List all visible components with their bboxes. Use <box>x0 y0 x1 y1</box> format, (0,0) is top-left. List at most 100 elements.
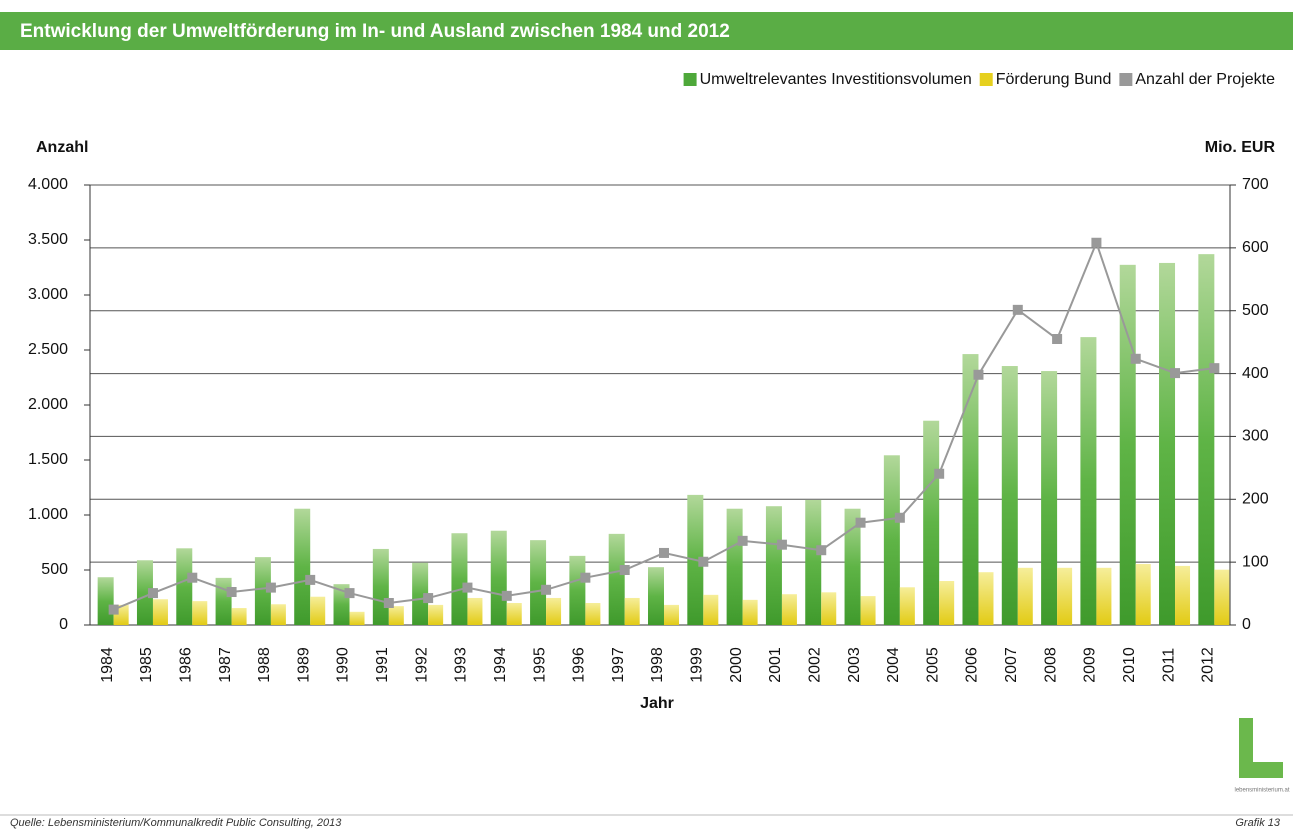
x-tick-label: 2009 <box>1082 647 1099 683</box>
x-tick-label: 2000 <box>728 647 745 683</box>
bar <box>254 557 271 625</box>
bar <box>412 562 429 625</box>
bar <box>349 611 365 625</box>
bar <box>1198 254 1215 625</box>
x-tick-label: 2005 <box>924 647 941 683</box>
line-marker <box>108 604 119 615</box>
x-tick-label: 2003 <box>846 647 863 683</box>
bar <box>608 533 625 625</box>
y2-tick-label: 700 <box>1242 176 1269 193</box>
x-tick-label: 1984 <box>99 647 116 683</box>
bar <box>569 555 586 625</box>
y2-tick-label: 0 <box>1242 616 1251 633</box>
logo: lebensministerium.at <box>1234 718 1290 794</box>
line-marker <box>226 587 237 597</box>
x-tick-label: 2012 <box>1200 647 1217 683</box>
bar <box>310 596 326 625</box>
legend-label: Umweltrelevantes Investitionsvolumen <box>700 71 972 88</box>
y2-tick-label: 500 <box>1242 302 1269 319</box>
x-tick-label: 2006 <box>964 647 981 683</box>
bar <box>781 594 797 625</box>
bar <box>1159 262 1176 625</box>
bar <box>152 599 168 625</box>
line-marker <box>1091 237 1102 248</box>
line-marker <box>265 582 276 593</box>
x-tick-label: 1992 <box>413 647 430 683</box>
x-tick-label: 1994 <box>492 647 509 683</box>
x-tick-label: 1987 <box>217 647 234 683</box>
line-marker <box>1209 363 1220 374</box>
y-tick-label: 500 <box>41 561 68 578</box>
bar <box>176 548 193 625</box>
bar <box>664 604 679 625</box>
bar <box>294 508 311 625</box>
bar <box>860 596 876 625</box>
legend-swatch <box>979 73 993 86</box>
x-tick-label: 1998 <box>649 647 666 683</box>
bar <box>805 499 822 625</box>
bar <box>1135 564 1151 625</box>
bar <box>585 603 601 625</box>
x-axis-label: Jahr <box>640 695 674 712</box>
line-marker <box>462 582 473 593</box>
bar <box>883 455 900 625</box>
bar <box>1080 337 1097 625</box>
x-tick-label: 1997 <box>610 647 627 683</box>
line-marker <box>1130 353 1141 364</box>
bar <box>546 597 562 625</box>
y2-tick-label: 100 <box>1242 553 1269 570</box>
bar <box>821 592 837 625</box>
bar <box>1096 567 1112 625</box>
line-marker <box>423 593 434 604</box>
bar <box>1175 565 1191 625</box>
line-marker <box>344 588 355 599</box>
bar <box>624 597 640 625</box>
figure-label: Grafik 13 <box>1235 817 1281 829</box>
legend-label: Förderung Bund <box>996 71 1112 88</box>
y-axis-label: Anzahl <box>36 139 88 156</box>
line-marker <box>816 545 827 556</box>
line-marker <box>737 535 748 546</box>
bar <box>231 608 247 625</box>
line-marker <box>305 574 316 585</box>
y-tick-label: 4.000 <box>28 176 68 193</box>
line-marker <box>659 547 669 558</box>
y2-tick-label: 600 <box>1242 239 1269 256</box>
bar <box>765 506 782 625</box>
bar <box>428 604 444 625</box>
bar <box>270 604 286 625</box>
line-marker <box>973 369 984 380</box>
line-marker <box>187 572 198 583</box>
line-marker <box>776 539 787 550</box>
bar <box>1017 567 1033 625</box>
header-bar <box>0 12 1293 50</box>
x-tick-label: 2004 <box>885 647 902 683</box>
bar <box>192 601 208 625</box>
y2-tick-label: 200 <box>1242 491 1269 508</box>
y-tick-label: 1.500 <box>28 451 68 468</box>
y-tick-label: 3.000 <box>28 286 68 303</box>
y-tick-label: 3.500 <box>28 231 68 248</box>
line-marker <box>383 598 394 608</box>
line-marker <box>855 517 866 528</box>
bar <box>978 572 994 625</box>
x-tick-label: 1985 <box>138 647 155 683</box>
bar <box>451 533 468 625</box>
legend-label: Anzahl der Projekte <box>1135 71 1275 88</box>
legend-swatch <box>1119 73 1133 86</box>
x-tick-label: 2001 <box>767 647 784 683</box>
x-tick-label: 1996 <box>571 647 588 683</box>
x-tick-label: 1999 <box>689 647 706 683</box>
line-marker <box>698 556 709 567</box>
bar <box>923 420 940 625</box>
bar <box>215 577 232 625</box>
line-marker <box>1052 334 1063 344</box>
bar <box>1057 567 1073 625</box>
x-tick-label: 1995 <box>531 647 548 683</box>
line-marker <box>501 590 512 601</box>
legend-swatch <box>683 73 697 86</box>
bar <box>962 354 979 625</box>
bar <box>506 603 522 625</box>
y2-tick-label: 400 <box>1242 365 1269 382</box>
line-marker <box>580 572 591 583</box>
